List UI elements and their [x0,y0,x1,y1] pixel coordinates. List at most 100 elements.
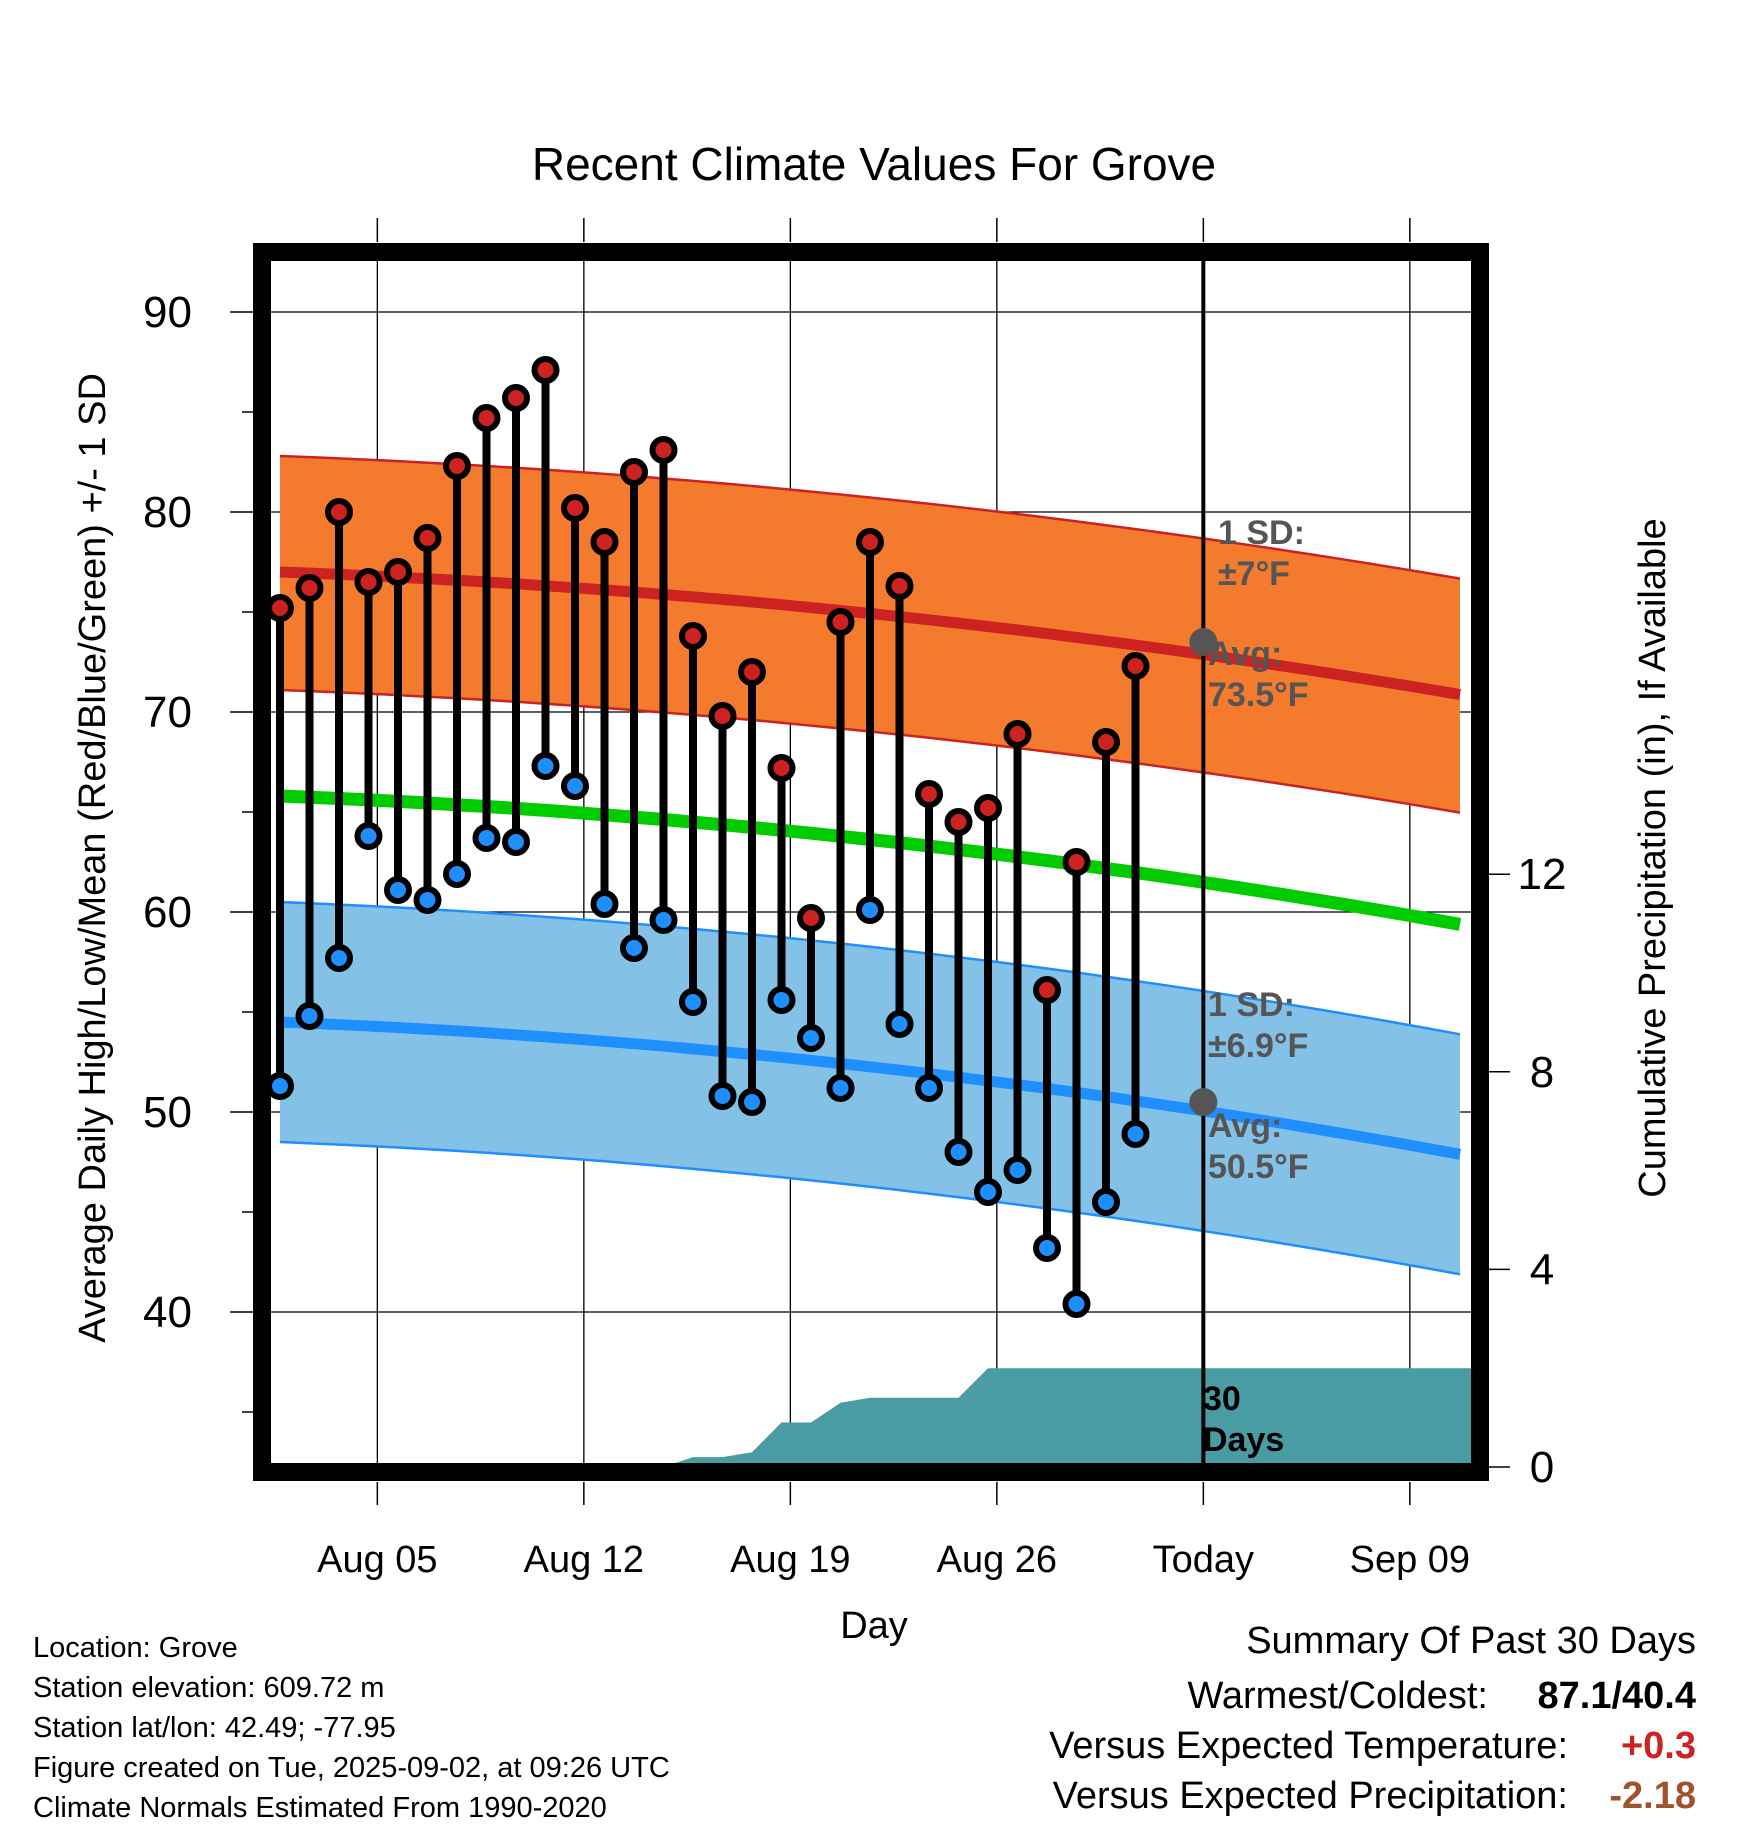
info-location: Location: Grove [33,1632,238,1664]
daily-low-point [679,988,707,1016]
x-tick-label: Aug 05 [317,1539,437,1581]
daily-high-point [561,494,589,522]
x-tick-label: Aug 26 [937,1539,1057,1581]
daily-high-point [472,404,501,432]
daily-low-point [295,1002,324,1030]
high-sd-label: 1 SD: [1218,514,1305,552]
x-tick-label: Sep 09 [1350,1539,1470,1581]
daily-low-point [1003,1156,1032,1184]
daily-high-point [679,622,707,650]
info-normals: Climate Normals Estimated From 1990-2020 [33,1792,607,1824]
low-sd-label: 1 SD: [1208,986,1295,1024]
daily-high-point [826,608,855,636]
daily-low-point [974,1178,1002,1206]
plot-frame [253,243,1489,1481]
high-band-upper-edge [279,454,1461,580]
daily-high-point [266,594,294,622]
daily-low-point [502,828,530,856]
daily-high-point [885,572,914,600]
daily-high-point [1092,728,1120,756]
daily-low-point [1033,1234,1061,1262]
daily-high-point [797,904,825,932]
daily-high-point [325,498,353,526]
y-tick-label: 70 [143,688,192,737]
daily-high-point [443,452,471,480]
high-avg-label: Avg: [1208,635,1282,673]
daily-low-point [856,896,884,924]
summary-title: Summary Of Past 30 Days [1246,1620,1696,1662]
summary-warm-cold-label: Warmest/Coldest: [1187,1675,1488,1717]
high-avg-value: 73.5°F [1208,676,1309,714]
info-latlon: Station lat/lon: 42.49; -77.95 [33,1712,396,1744]
daily-low-point [472,824,501,852]
daily-high-point [738,658,766,686]
precip-label-line2: Days [1203,1421,1284,1459]
daily-high-point [767,754,796,782]
daily-low-point [767,986,796,1014]
info-elevation: Station elevation: 609.72 m [33,1672,385,1704]
summary-warm-cold-value: 87.1/40.4 [1537,1675,1696,1717]
daily-high-point [649,436,678,464]
daily-high-point [384,558,412,586]
y-tick-label: 50 [143,1088,192,1137]
x-tick-label: Aug 19 [730,1539,850,1581]
y2-tick-label: 8 [1530,1048,1554,1097]
daily-low-point [413,886,442,914]
daily-low-point [531,752,560,780]
precip-label-line1: 30 [1203,1380,1241,1418]
daily-low-point [620,934,648,962]
daily-high-point [944,808,973,836]
daily-high-point [531,356,560,384]
chart-title: Recent Climate Values For Grove [532,138,1216,190]
x-tick-label: Aug 12 [524,1539,644,1581]
y2-axis-label: Cumulative Precipitation (in), If Availa… [1632,518,1674,1197]
low-sd-band [280,902,1460,1275]
y2-tick-label: 0 [1530,1443,1554,1492]
daily-high-point [1062,848,1091,876]
daily-high-point [590,528,619,556]
daily-high-point [915,780,943,808]
daily-low-point [561,772,589,800]
daily-high-point [413,524,442,552]
daily-low-point [915,1074,943,1102]
daily-low-point [708,1082,737,1110]
y-axis-label: Average Daily High/Low/Mean (Red/Blue/Gr… [72,373,114,1343]
daily-low-point [266,1072,294,1100]
low-band-lower-edge [279,1140,1461,1276]
daily-low-point [885,1010,914,1038]
low-band-upper-edge [279,900,1461,1036]
daily-low-point [797,1024,825,1052]
low-avg-value: 50.5°F [1208,1148,1309,1186]
summary-temp-value: +0.3 [1620,1725,1696,1767]
daily-high-point [1121,652,1150,680]
summary-precip-value: -2.18 [1609,1775,1696,1817]
y-tick-label: 60 [143,888,192,937]
daily-high-point [1033,976,1061,1004]
daily-low-point [944,1138,973,1166]
daily-low-point [325,944,353,972]
daily-low-point [590,890,619,918]
avg-high-marker [1189,628,1218,656]
summary-precip-label: Versus Expected Precipitation: [1052,1775,1568,1817]
daily-high-point [708,702,737,730]
y-tick-label: 80 [143,488,192,537]
daily-high-point [295,574,324,602]
daily-low-point [354,822,383,850]
precip-area [280,1368,1480,1467]
daily-high-point [1003,720,1032,748]
daily-low-point [443,860,471,888]
daily-high-point [354,568,383,596]
daily-low-point [826,1074,855,1102]
x-axis-label: Day [840,1605,908,1647]
daily-low-point [1121,1120,1150,1148]
daily-high-point [620,458,648,486]
low-avg-label: Avg: [1208,1107,1282,1145]
low-sd-value: ±6.9°F [1208,1027,1308,1065]
normal-low-line [279,1016,1461,1160]
daily-high-point [974,794,1002,822]
y2-tick-label: 12 [1518,850,1567,899]
info-created: Figure created on Tue, 2025-09-02, at 09… [33,1752,670,1784]
daily-low-point [738,1088,766,1116]
high-sd-value: ±7°F [1218,555,1290,593]
